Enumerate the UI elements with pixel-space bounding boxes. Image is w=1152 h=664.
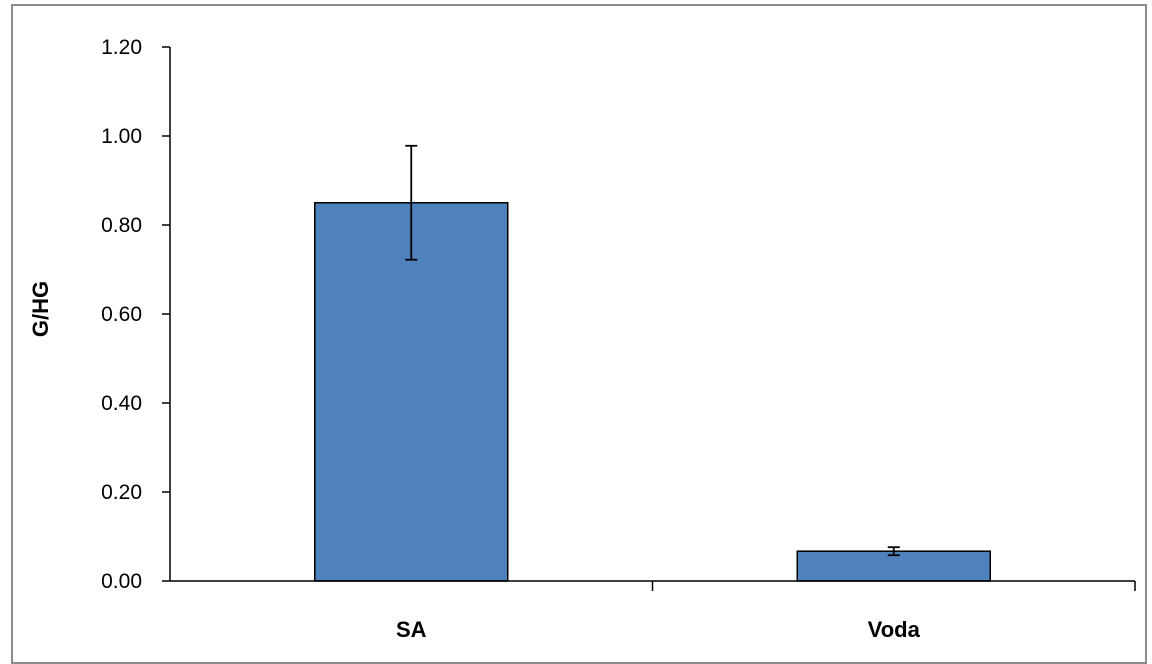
y-tick-label: 1.20 [101,36,142,59]
y-axis-title: G/HG [28,281,53,337]
bar-chart: 0.00 0.20 0.40 0.60 0.80 1.00 1.20 SA Voda G/HG [28,36,1136,642]
x-category-label: SA [396,617,427,642]
y-tick-label: 0.80 [101,214,142,237]
bars [314,202,991,582]
y-tick-label: 0.60 [101,303,142,326]
x-axis-ticks: SA Voda [396,581,1136,642]
bar-sa [314,202,509,582]
error-bar-voda [887,546,900,557]
y-tick-label: 1.00 [101,125,142,148]
bar-voda [796,550,991,582]
y-tick-label: 0.00 [101,570,142,593]
x-category-label: Voda [868,617,921,642]
y-axis-ticks: 0.00 0.20 0.40 0.60 0.80 1.00 1.20 [101,36,170,593]
y-tick-label: 0.40 [101,392,142,415]
y-tick-label: 0.20 [101,481,142,504]
error-bars [405,144,900,557]
error-bar-sa [405,144,418,261]
